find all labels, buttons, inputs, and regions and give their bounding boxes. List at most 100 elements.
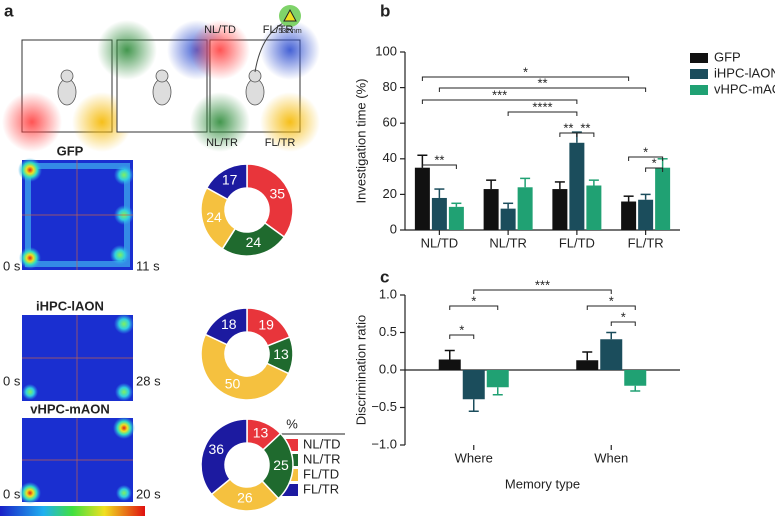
value-label: 26 — [237, 490, 253, 506]
significance-bracket — [586, 305, 636, 310]
value-label: 24 — [206, 209, 222, 225]
heatmap-title: GFP — [57, 143, 84, 158]
time-label: 11 s — [136, 258, 160, 273]
time-label: 0 s — [3, 486, 21, 501]
significance-bracket — [645, 167, 664, 172]
bar — [517, 187, 533, 230]
y-tick-label: 60 — [383, 115, 397, 130]
significance-label: * — [643, 144, 648, 159]
legend-label: FL/TR — [303, 481, 339, 496]
legend-swatch — [690, 69, 708, 79]
y-tick-label: 80 — [383, 79, 397, 94]
y-axis-label: Discrimination ratio — [353, 315, 368, 426]
bar — [414, 167, 430, 230]
arenas — [2, 5, 320, 152]
value-label: 19 — [258, 317, 274, 333]
significance-bracket — [449, 305, 499, 310]
significance-label: *** — [492, 87, 507, 102]
heatmap — [18, 158, 134, 270]
x-tick-label: FL/TD — [559, 235, 595, 250]
value-label: 36 — [208, 441, 224, 457]
x-tick-label: NL/TR — [489, 235, 527, 250]
heatmap-title: iHPC-lAON — [36, 298, 104, 313]
significance-bracket — [628, 156, 664, 161]
bar — [624, 370, 647, 386]
time-label: 20 s — [136, 486, 161, 501]
bar — [621, 201, 637, 230]
bar — [638, 199, 654, 230]
laser-label: 532 nm — [278, 28, 302, 35]
value-label: 17 — [222, 171, 238, 187]
bar — [431, 197, 447, 230]
corner-label: FL/TR — [263, 24, 294, 36]
x-tick-label: NL/TD — [421, 235, 459, 250]
donut-segment — [200, 333, 290, 401]
significance-bracket — [507, 111, 578, 116]
bar — [569, 142, 585, 230]
value-label: 50 — [225, 375, 241, 391]
y-tick-label: 0 — [390, 221, 397, 236]
significance-bracket — [421, 99, 578, 104]
bar — [500, 208, 516, 230]
panel-label: a — [4, 1, 14, 20]
legend-label: FL/TD — [303, 466, 339, 481]
significance-label: * — [471, 293, 476, 308]
significance-label: * — [621, 309, 626, 324]
x-axis-label: Memory type — [505, 476, 580, 491]
bar — [486, 370, 509, 388]
donut-segment — [246, 163, 294, 239]
significance-label: * — [459, 322, 464, 337]
value-label: 25 — [273, 457, 289, 473]
y-axis-label: Investigation time (%) — [353, 79, 368, 204]
donut-segment — [204, 307, 248, 346]
x-tick-label: When — [594, 450, 628, 465]
bar — [438, 359, 461, 370]
value-label: 13 — [273, 346, 289, 362]
bar — [448, 206, 464, 230]
significance-label: *** — [535, 277, 550, 292]
legend-title: % — [286, 416, 298, 431]
significance-label: **** — [532, 99, 552, 114]
heatmap-title: vHPC-mAON — [30, 401, 109, 416]
time-label: 28 s — [136, 373, 161, 388]
legend-label: iHPC-lAON — [714, 65, 775, 80]
heatmap — [22, 314, 134, 401]
significance-label: ** — [580, 120, 590, 135]
legend-swatch — [690, 53, 708, 63]
colorbar — [0, 506, 145, 516]
significance-label: * — [523, 64, 528, 79]
donut-segment — [205, 163, 248, 201]
y-tick-label: 20 — [383, 186, 397, 201]
significance-bracket — [610, 321, 636, 326]
significance-bracket — [449, 334, 475, 339]
panel-label: c — [380, 267, 389, 286]
bar — [462, 370, 485, 400]
value-label: 35 — [270, 185, 286, 201]
y-tick-label: −1.0 — [371, 436, 397, 451]
significance-bracket — [473, 289, 612, 294]
corner-label: NL/TR — [206, 137, 238, 149]
legend-swatch — [690, 85, 708, 95]
x-tick-label: FL/TR — [628, 235, 664, 250]
value-label: 24 — [246, 234, 262, 250]
legend-label: GFP — [714, 49, 741, 64]
significance-bracket — [438, 87, 647, 92]
bar — [552, 189, 568, 230]
x-tick-label: Where — [455, 450, 493, 465]
legend-label: vHPC-mAON — [714, 81, 775, 96]
significance-bracket — [421, 164, 457, 169]
corner-label: NL/TD — [204, 24, 236, 36]
significance-label: ** — [563, 120, 573, 135]
corner-label: FL/TR — [265, 137, 296, 149]
value-label: 13 — [253, 424, 269, 440]
significance-bracket — [421, 76, 630, 81]
panel-label: b — [380, 1, 390, 20]
significance-bracket — [576, 132, 595, 137]
time-label: 0 s — [3, 373, 21, 388]
y-tick-label: 0.5 — [379, 324, 397, 339]
bar — [655, 167, 671, 230]
significance-label: ** — [434, 152, 444, 167]
y-tick-label: 100 — [375, 43, 397, 58]
bar — [600, 339, 623, 370]
